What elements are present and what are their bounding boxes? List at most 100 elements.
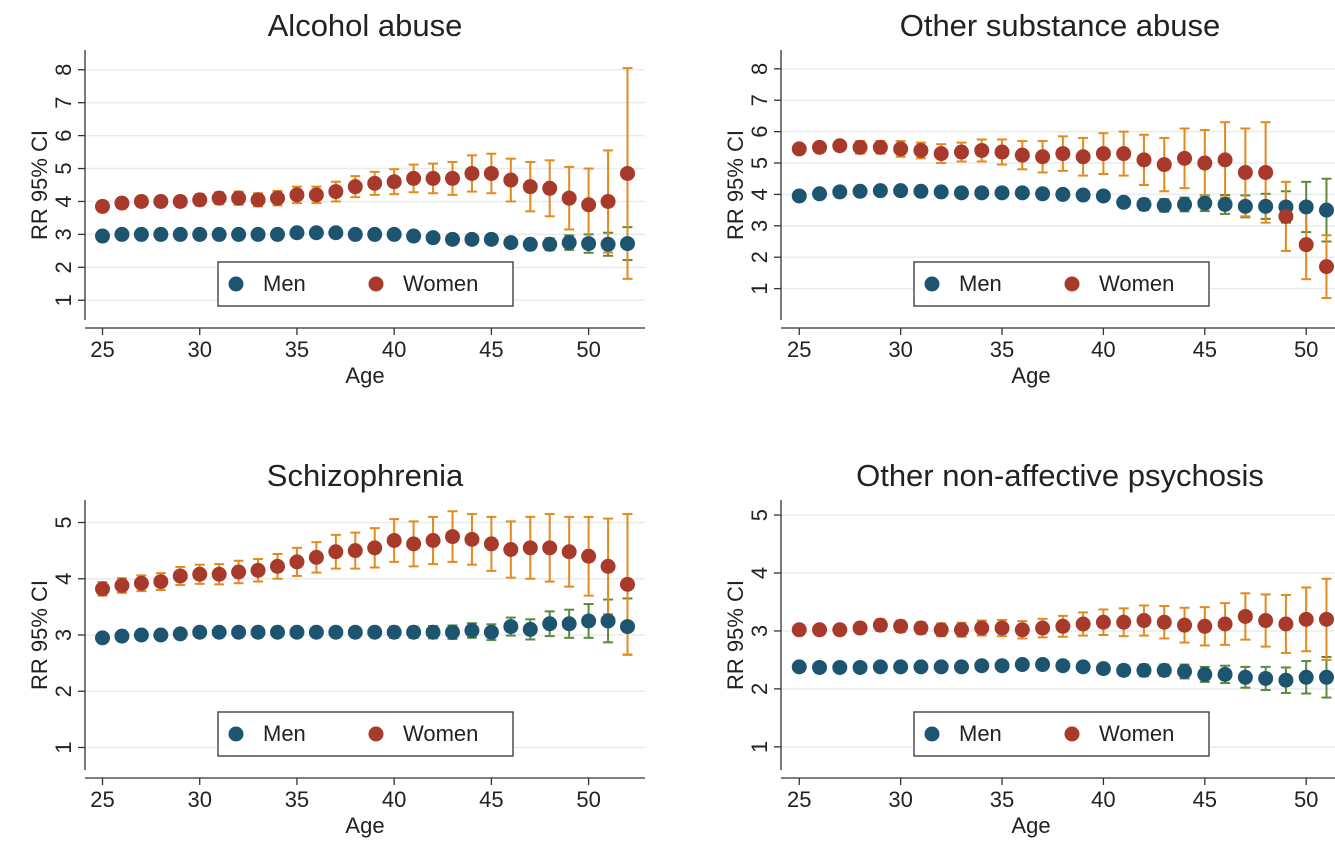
point — [172, 568, 188, 584]
point — [542, 236, 558, 252]
point — [270, 558, 285, 574]
point — [445, 170, 460, 186]
point — [1136, 152, 1152, 168]
point — [464, 165, 480, 181]
point — [1075, 149, 1091, 165]
point — [832, 138, 848, 154]
point — [832, 659, 848, 675]
point — [1156, 157, 1172, 173]
point — [347, 226, 363, 242]
y-tick-label: 6 — [51, 129, 76, 141]
point — [406, 170, 422, 186]
x-axis-title: Age — [345, 363, 384, 388]
point — [483, 165, 499, 181]
y-tick-label: 8 — [51, 64, 76, 76]
point — [1177, 150, 1193, 166]
point — [600, 613, 616, 629]
point — [953, 659, 969, 675]
y-tick-label: 3 — [747, 220, 772, 232]
legend-marker — [368, 726, 384, 742]
point — [542, 180, 558, 196]
point — [1035, 620, 1051, 636]
point — [425, 533, 441, 548]
point — [445, 529, 460, 545]
point — [1014, 185, 1030, 201]
point — [1278, 616, 1294, 632]
point — [1278, 672, 1294, 688]
point — [153, 627, 169, 643]
point — [1116, 146, 1132, 162]
point — [95, 581, 110, 597]
y-tick-label: 4 — [51, 195, 76, 207]
point — [347, 179, 363, 195]
point — [893, 659, 909, 675]
point — [581, 197, 597, 213]
point — [953, 144, 969, 160]
point — [600, 558, 616, 574]
x-tick-label: 40 — [1091, 787, 1115, 812]
y-tick-label: 3 — [747, 625, 772, 637]
point — [211, 226, 227, 242]
x-tick-label: 35 — [285, 337, 309, 362]
point — [1237, 669, 1253, 685]
legend-label: Men — [959, 271, 1002, 296]
point — [1318, 611, 1334, 627]
y-tick-label: 2 — [51, 685, 76, 697]
point — [812, 139, 828, 155]
point — [812, 186, 828, 202]
point — [250, 226, 266, 242]
point — [503, 235, 519, 251]
point — [561, 190, 577, 206]
point — [852, 620, 868, 636]
point — [192, 192, 208, 208]
y-axis-title: RR 95% CI — [723, 580, 748, 690]
point — [1055, 146, 1071, 162]
y-tick-label: 4 — [51, 573, 76, 585]
y-axis-title: RR 95% CI — [723, 130, 748, 240]
point — [994, 658, 1010, 674]
point — [852, 659, 868, 675]
y-tick-label: 7 — [51, 97, 76, 109]
point — [192, 566, 208, 582]
legend-marker — [368, 276, 384, 292]
x-tick-label: 50 — [576, 787, 600, 812]
legend-marker — [924, 276, 940, 292]
point — [933, 184, 949, 200]
point — [1095, 614, 1111, 630]
point — [791, 188, 807, 204]
point — [832, 622, 848, 638]
point — [231, 190, 247, 206]
x-tick-label: 35 — [990, 337, 1014, 362]
point — [406, 228, 422, 244]
point — [406, 536, 422, 552]
legend-box — [913, 261, 1210, 307]
point — [1258, 198, 1274, 214]
legend-label: Women — [1099, 271, 1174, 296]
point — [1156, 662, 1172, 678]
point — [1177, 196, 1193, 212]
point — [483, 624, 499, 640]
point — [328, 184, 344, 200]
x-tick-label: 50 — [576, 337, 600, 362]
point — [832, 184, 848, 200]
legend-marker — [924, 726, 940, 742]
y-axis-title: RR 95% CI — [27, 130, 52, 240]
y-tick-label: 8 — [747, 63, 772, 75]
x-axis-title: Age — [1011, 813, 1050, 838]
point — [561, 544, 577, 560]
point — [308, 225, 324, 241]
point — [211, 566, 227, 582]
point — [250, 562, 266, 578]
point — [270, 226, 285, 242]
point — [1014, 147, 1030, 163]
point — [192, 624, 208, 640]
point — [483, 231, 499, 247]
point — [289, 554, 305, 570]
point — [600, 236, 616, 252]
point — [1116, 194, 1132, 210]
point — [95, 198, 110, 214]
point — [172, 626, 188, 642]
point — [542, 540, 558, 556]
point — [114, 628, 130, 644]
